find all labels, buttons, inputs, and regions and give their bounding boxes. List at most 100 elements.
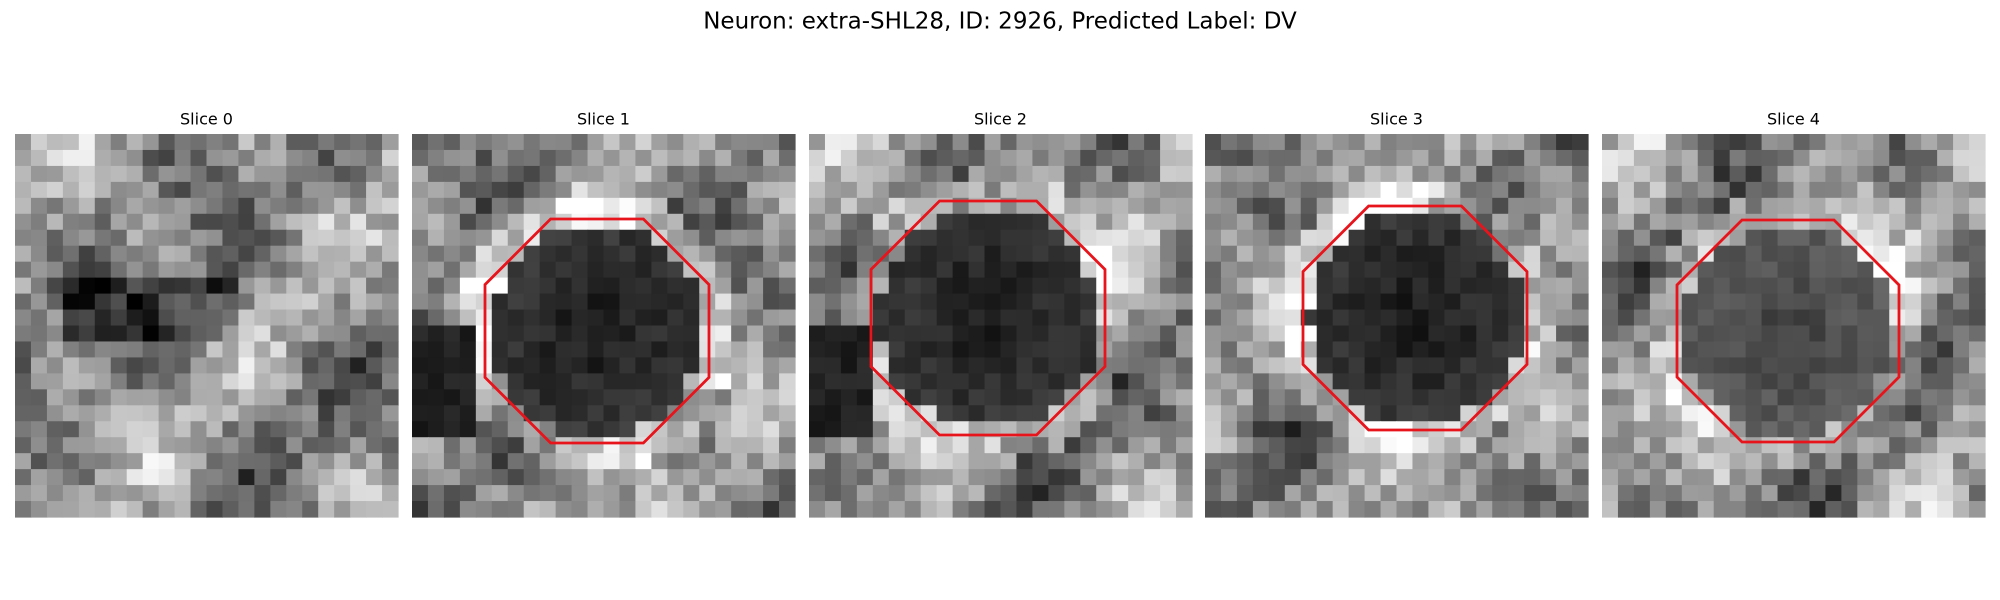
pixel — [190, 134, 208, 151]
pixel — [190, 181, 208, 199]
pixel — [523, 341, 541, 359]
pixel — [1428, 325, 1445, 343]
pixel — [952, 341, 970, 359]
pixel — [174, 325, 192, 343]
pixel — [206, 485, 224, 502]
pixel — [555, 134, 573, 151]
pixel — [1649, 165, 1667, 183]
pixel — [62, 405, 80, 422]
pixel — [824, 357, 842, 374]
pixel — [587, 245, 605, 263]
pixel — [1048, 149, 1065, 167]
pixel — [635, 213, 652, 231]
pixel — [1332, 165, 1350, 183]
pixel — [635, 357, 652, 374]
pixel — [952, 325, 970, 343]
pixel — [1540, 389, 1557, 406]
pixel — [809, 293, 826, 311]
pixel — [238, 181, 255, 199]
pixel — [1492, 469, 1509, 486]
pixel — [1793, 501, 1811, 518]
pixel — [1412, 149, 1430, 167]
pixel — [1268, 293, 1286, 311]
pixel — [1953, 181, 1970, 199]
pixel — [667, 485, 684, 502]
pixel — [715, 341, 732, 359]
pixel — [984, 453, 1002, 470]
pixel — [1508, 389, 1525, 406]
pixel — [699, 293, 716, 311]
pixel — [1316, 453, 1334, 470]
pixel — [318, 341, 335, 359]
pixel — [1428, 293, 1445, 311]
pixel — [30, 501, 48, 518]
pixel — [1380, 405, 1398, 422]
pixel — [94, 213, 112, 231]
pixel — [443, 149, 461, 167]
pixel — [683, 341, 700, 359]
pixel — [920, 149, 938, 167]
pixel — [1048, 165, 1065, 183]
pixel — [824, 213, 842, 231]
pixel — [46, 357, 64, 374]
pixel — [62, 325, 80, 343]
pixel — [1080, 149, 1097, 167]
pixel — [1016, 181, 1034, 199]
pixel — [731, 373, 748, 390]
pixel — [635, 149, 652, 167]
pixel — [1032, 134, 1049, 151]
pixel — [1112, 405, 1129, 422]
pixel — [1428, 261, 1445, 279]
pixel — [350, 469, 367, 486]
pixel — [984, 325, 1002, 343]
pixel — [1220, 245, 1238, 263]
pixel — [587, 197, 605, 215]
pixel — [174, 134, 192, 151]
pixel — [1953, 469, 1970, 486]
panel-title: Slice 3 — [1370, 110, 1423, 129]
pixel — [555, 469, 573, 486]
pixel — [427, 165, 445, 183]
pixel — [1540, 325, 1557, 343]
pixel — [1332, 309, 1350, 327]
pixel — [1745, 229, 1763, 247]
pixel — [1252, 389, 1270, 406]
pixel — [350, 389, 367, 406]
pixel — [1556, 261, 1573, 279]
pixel — [334, 293, 351, 311]
pixel — [1905, 325, 1922, 343]
pixel — [523, 309, 541, 327]
pixel — [1572, 213, 1589, 231]
pixel — [126, 213, 144, 231]
pixel — [15, 293, 32, 311]
pixel — [1697, 197, 1715, 215]
pixel — [683, 485, 700, 502]
pixel — [1220, 453, 1238, 470]
pixel — [1602, 213, 1619, 231]
pixel — [238, 134, 255, 151]
pixel — [904, 389, 922, 406]
pixel — [286, 165, 303, 183]
pixel — [1745, 437, 1763, 454]
pixel — [715, 149, 732, 167]
pixel — [126, 293, 144, 311]
pixel — [968, 357, 986, 374]
pixel — [1556, 405, 1573, 422]
pixel — [1745, 277, 1763, 295]
pixel — [222, 245, 240, 263]
pixel — [142, 341, 160, 359]
pixel — [1633, 469, 1651, 486]
pixel — [1889, 485, 1906, 502]
pixel — [1889, 197, 1906, 215]
pixel — [667, 229, 684, 247]
pixel — [238, 357, 255, 374]
pixel — [1665, 453, 1683, 470]
pixel — [1284, 437, 1302, 454]
pixel — [1380, 261, 1398, 279]
pixel — [46, 405, 64, 422]
pixel — [555, 181, 573, 199]
pixel — [1144, 421, 1161, 438]
pixel — [1316, 165, 1334, 183]
pixel — [1348, 277, 1366, 295]
pixel — [174, 389, 192, 406]
